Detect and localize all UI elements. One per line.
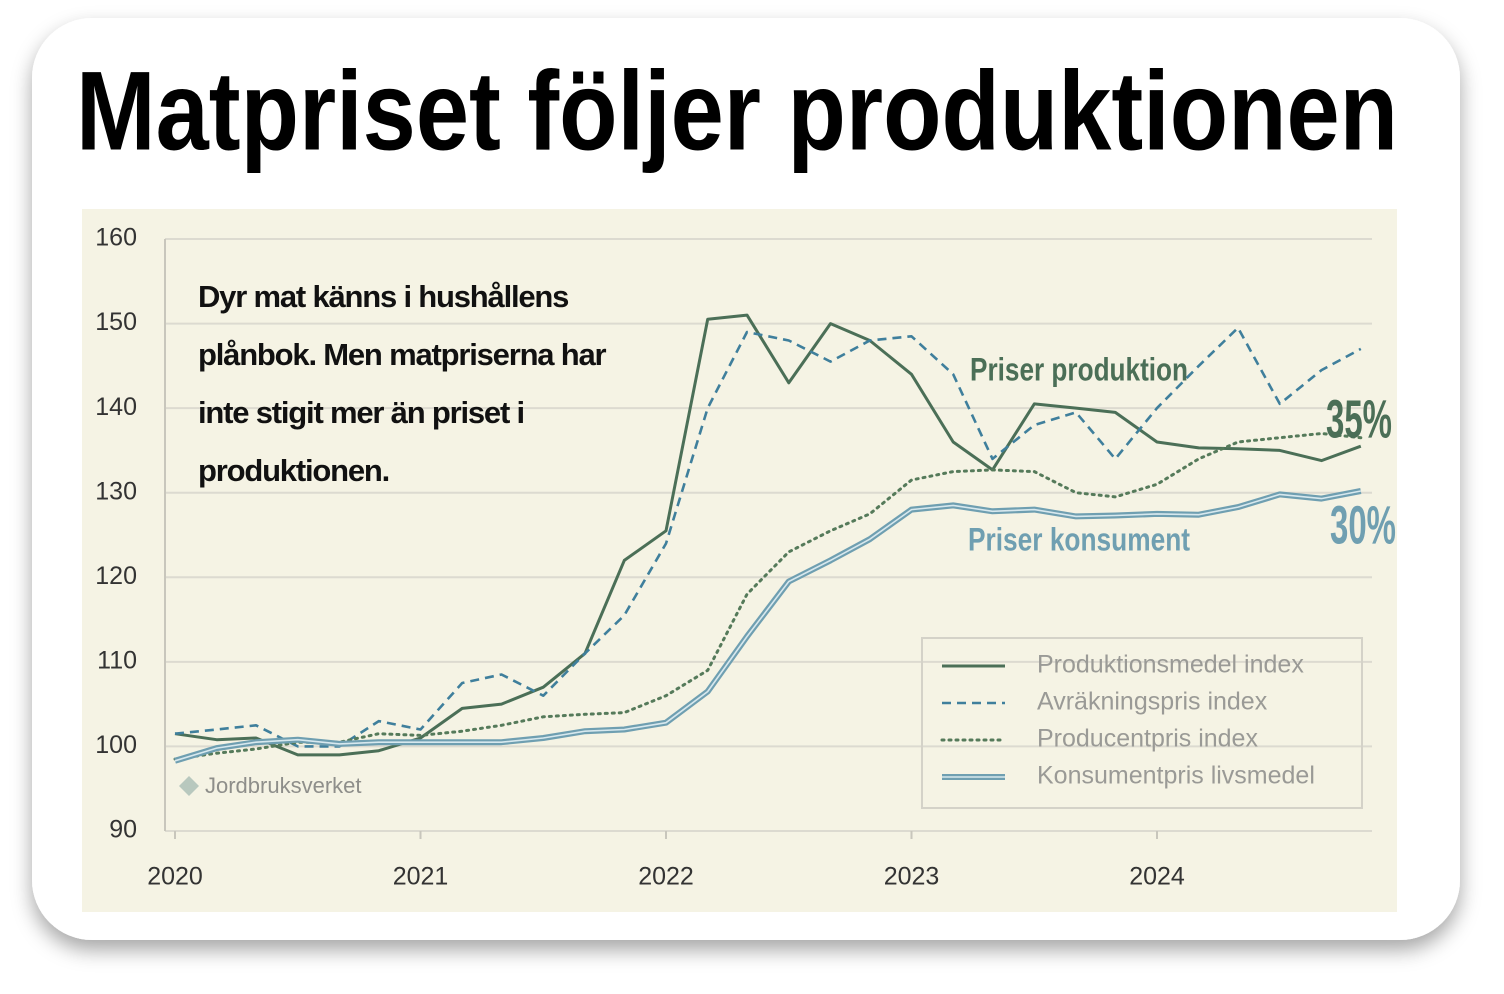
legend-label: Konsumentpris livsmedel [1037, 762, 1315, 790]
x-tick-label: 2022 [638, 863, 694, 891]
annotation: Dyr mat känns i hushållens plånbok. Men … [198, 279, 607, 488]
y-tick-label: 120 [95, 562, 137, 590]
series-line [173, 432, 1363, 761]
y-tick-label: 100 [95, 731, 137, 759]
x-tick-label: 2024 [1129, 863, 1185, 891]
legend-label: Producentpris index [1037, 725, 1258, 753]
x-tick-label: 2023 [884, 863, 940, 891]
chart-background [82, 209, 1397, 912]
series-line-highlight [174, 490, 1361, 762]
legend-label: Produktionsmedel index [1037, 651, 1304, 679]
y-tick-label: 90 [109, 816, 137, 844]
x-tick-label: 2020 [147, 863, 203, 891]
source-logo [179, 776, 199, 796]
chart-title: Matpriset följer produktionen [76, 49, 1398, 174]
source-label: Jordbruksverket [205, 773, 362, 798]
series-annotation: Priser konsument [968, 521, 1190, 557]
x-tick-label: 2021 [393, 863, 449, 891]
series-line [174, 313, 1362, 757]
y-tick-label: 130 [95, 477, 137, 505]
y-tick-label: 160 [95, 224, 137, 252]
y-tick-label: 110 [97, 646, 137, 674]
legend-box [921, 637, 1363, 809]
legend-label: Avräkningspris index [1037, 688, 1268, 716]
series-annotation: Priser produktion [970, 351, 1188, 387]
y-tick-label: 140 [95, 393, 137, 421]
change-annotation: 35% [1326, 389, 1392, 449]
y-tick-label: 150 [95, 308, 137, 336]
change-annotation: 30% [1330, 495, 1396, 555]
